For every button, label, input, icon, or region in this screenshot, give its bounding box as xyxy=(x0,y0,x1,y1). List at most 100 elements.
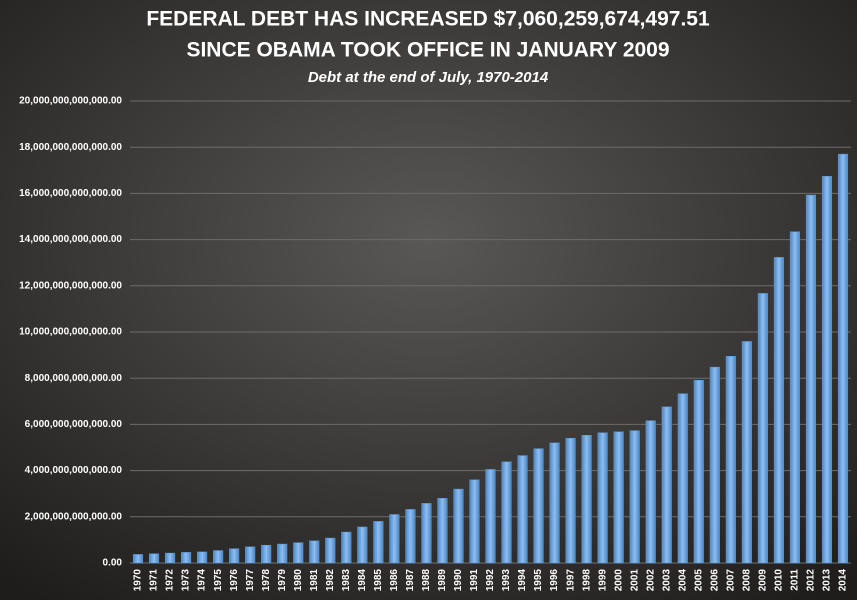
bar xyxy=(757,293,768,564)
bar xyxy=(421,503,432,564)
x-tick-label: 2011 xyxy=(790,569,801,591)
x-tick-label: 1983 xyxy=(341,569,352,592)
chart-subtitle: Debt at the end of July, 1970-2014 xyxy=(308,69,549,86)
bar xyxy=(741,341,752,564)
bar xyxy=(565,438,576,564)
bar xyxy=(725,356,736,564)
bar xyxy=(501,461,512,564)
x-tick-label: 1989 xyxy=(437,569,448,592)
bar xyxy=(213,550,224,564)
bar xyxy=(469,479,480,564)
bar xyxy=(373,521,384,564)
bar xyxy=(197,551,208,564)
bar xyxy=(693,380,704,564)
x-tick-label: 2000 xyxy=(613,569,624,592)
x-tick-label: 2013 xyxy=(822,569,833,592)
bar xyxy=(229,548,240,564)
x-tick-label: 2012 xyxy=(806,569,817,592)
bar xyxy=(261,544,272,564)
bar xyxy=(148,553,160,564)
y-tick-label: 16,000,000,000,000.00 xyxy=(19,188,122,199)
x-tick-label: 1976 xyxy=(229,569,240,592)
bar xyxy=(437,498,448,564)
x-tick-label: 1972 xyxy=(165,569,176,592)
x-tick-label: 1990 xyxy=(453,569,464,592)
bar xyxy=(581,435,592,564)
x-tick-label: 1987 xyxy=(405,569,416,592)
x-tick-label: 2001 xyxy=(629,569,640,592)
x-tick-label: 1996 xyxy=(549,569,560,592)
x-tick-label: 2014 xyxy=(838,569,849,592)
bar xyxy=(405,509,416,564)
bar xyxy=(389,514,400,564)
bar xyxy=(293,542,304,564)
x-tick-label: 2006 xyxy=(709,569,720,592)
bar xyxy=(709,366,720,564)
bar xyxy=(789,231,800,564)
bar xyxy=(517,455,528,564)
x-tick-label: 1977 xyxy=(245,569,256,592)
bar xyxy=(629,430,640,564)
x-tick-label: 1995 xyxy=(533,569,544,592)
y-tick-label: 8,000,000,000,000.00 xyxy=(25,373,123,384)
x-tick-label: 2010 xyxy=(774,569,785,592)
x-tick-label: 2007 xyxy=(725,569,736,592)
bar xyxy=(661,406,672,564)
bar xyxy=(325,537,336,564)
x-tick-label: 1994 xyxy=(517,569,528,592)
bar xyxy=(309,540,320,564)
bar xyxy=(613,431,624,564)
bar xyxy=(453,488,464,564)
x-tick-label: 1971 xyxy=(149,569,160,592)
x-tick-label: 2005 xyxy=(693,569,704,592)
bar xyxy=(773,257,784,564)
bar xyxy=(245,546,256,564)
x-tick-label: 2008 xyxy=(741,569,752,592)
x-tick-label: 1982 xyxy=(325,569,336,592)
x-tick-label: 1970 xyxy=(133,569,144,592)
y-tick-label: 0.00 xyxy=(103,558,123,569)
bar xyxy=(597,432,608,564)
x-tick-label: 1975 xyxy=(213,569,224,592)
x-tick-label: 1984 xyxy=(357,569,368,592)
x-tick-label: 1981 xyxy=(309,569,320,592)
x-tick-label: 1979 xyxy=(277,569,288,592)
x-tick-label: 1973 xyxy=(181,569,192,592)
x-tick-label: 1988 xyxy=(421,569,432,592)
chart-title: FEDERAL DEBT HAS INCREASED $7,060,259,67… xyxy=(146,8,710,31)
x-tick-label: 1986 xyxy=(389,569,400,592)
bar xyxy=(485,469,496,564)
y-tick-label: 18,000,000,000,000.00 xyxy=(19,142,122,153)
bar xyxy=(357,526,368,564)
y-tick-label: 10,000,000,000,000.00 xyxy=(19,327,122,338)
bar xyxy=(677,393,688,564)
x-tick-label: 1978 xyxy=(261,569,272,592)
y-tick-label: 4,000,000,000,000.00 xyxy=(25,465,123,476)
y-tick-label: 6,000,000,000,000.00 xyxy=(25,419,123,430)
bar xyxy=(533,448,544,564)
bar xyxy=(341,531,352,564)
x-tick-label: 2009 xyxy=(758,569,769,592)
x-tick-label: 1980 xyxy=(293,569,304,592)
y-tick-label: 14,000,000,000,000.00 xyxy=(19,234,122,245)
bar xyxy=(821,176,833,564)
y-tick-label: 2,000,000,000,000.00 xyxy=(25,511,123,522)
x-tick-label: 1985 xyxy=(373,569,384,592)
bar xyxy=(549,442,560,564)
bar xyxy=(164,552,176,564)
x-tick-label: 1974 xyxy=(197,569,208,592)
bar xyxy=(805,194,817,564)
bar xyxy=(645,420,656,564)
bar xyxy=(277,543,288,564)
x-tick-label: 1992 xyxy=(485,569,496,592)
bar xyxy=(837,153,849,564)
bar xyxy=(181,552,192,564)
chart-title: SINCE OBAMA TOOK OFFICE IN JANUARY 2009 xyxy=(186,39,669,62)
x-tick-label: 2004 xyxy=(677,569,688,592)
y-tick-label: 20,000,000,000,000.00 xyxy=(19,96,122,107)
x-tick-label: 2003 xyxy=(661,569,672,592)
x-tick-label: 1998 xyxy=(581,569,592,592)
x-tick-label: 1997 xyxy=(565,569,576,592)
x-tick-label: 2002 xyxy=(645,569,656,592)
